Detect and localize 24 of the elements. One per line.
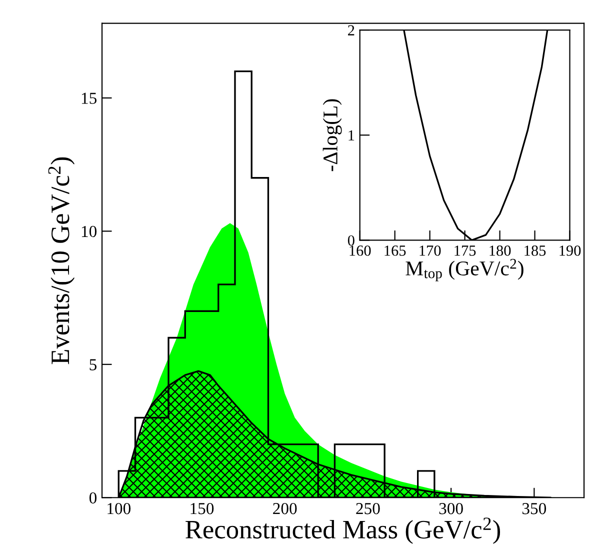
- x-tick-label: 300: [439, 502, 463, 514]
- x-tick-label: 170: [420, 245, 441, 256]
- y-tick-label: 1: [348, 130, 354, 140]
- x-tick-label: 165: [384, 246, 406, 256]
- x-tick-label: 200: [273, 502, 297, 514]
- x-tick-label: 100: [108, 502, 131, 514]
- y-tick-label: 10: [82, 226, 97, 238]
- y-axis-title: -Δlog(L): [322, 99, 342, 172]
- x-tick-label: 160: [350, 245, 371, 256]
- x-axis-title: M$_{top}$ (GeV/c$^{2}$): [406, 258, 524, 282]
- x-tick-label: 185: [524, 245, 546, 256]
- y-tick-label: 0: [89, 492, 97, 504]
- y-tick-label: 0: [348, 235, 354, 246]
- x-tick-label: 150: [190, 502, 214, 514]
- y-tick-label: 5: [90, 359, 97, 370]
- x-tick-label: 190: [560, 245, 581, 256]
- y-tick-label: 2: [348, 25, 354, 36]
- y-tick-label: 15: [82, 92, 97, 104]
- x-tick-label: 250: [356, 502, 380, 514]
- x-axis-title: Reconstructed Mass (GeV/c$^{2}$): [186, 518, 500, 544]
- x-tick-label: 175: [454, 246, 476, 256]
- x-tick-label: 180: [490, 245, 511, 256]
- y-axis-title: Events/(10 GeV/c$^{2}$): [48, 157, 75, 364]
- x-tick-label: 350: [522, 502, 546, 514]
